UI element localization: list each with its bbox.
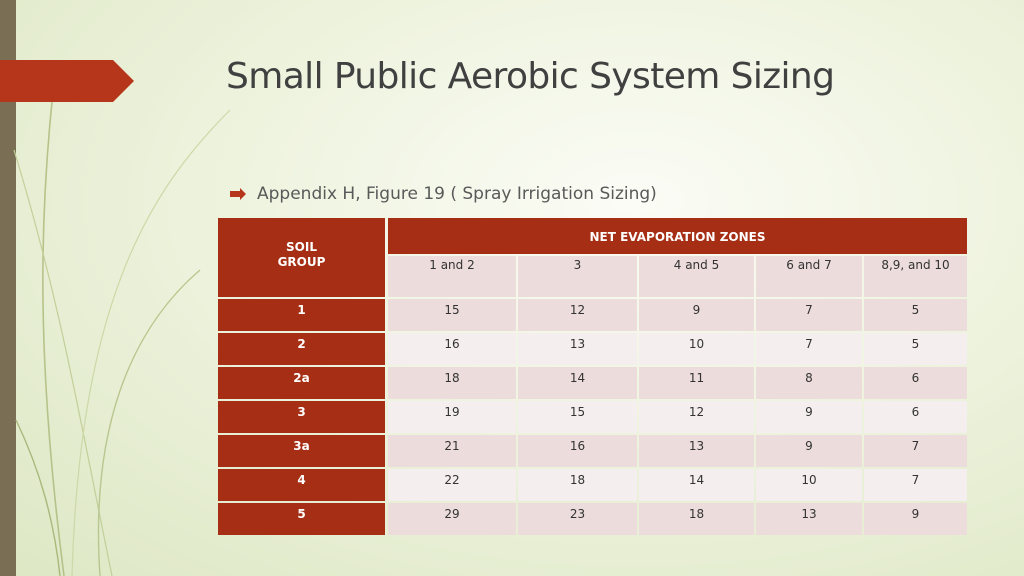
table-cell: 19 xyxy=(388,401,516,433)
table-cell: 9 xyxy=(864,503,967,535)
column-header-4: 6 and 7 xyxy=(756,256,862,297)
table-cell: 9 xyxy=(639,299,754,331)
table-cell: 7 xyxy=(864,469,967,501)
table-cell: 14 xyxy=(639,469,754,501)
table-cell: 13 xyxy=(639,435,754,467)
table-cell: 13 xyxy=(518,333,637,365)
soil-group-label: 2a xyxy=(218,367,385,399)
table-cell: 18 xyxy=(518,469,637,501)
decorative-swirl-lines xyxy=(13,101,231,576)
column-header-1: 1 and 2 xyxy=(388,256,516,297)
table-cell: 7 xyxy=(756,299,862,331)
slide-title: Small Public Aerobic System Sizing xyxy=(226,56,835,97)
sizing-table: SOIL GROUP NET EVAPORATION ZONES 1 and 2… xyxy=(218,218,967,536)
column-header-5: 8,9, and 10 xyxy=(864,256,967,297)
table-cell: 11 xyxy=(639,367,754,399)
left-accent-bar xyxy=(0,0,16,576)
table-cell: 7 xyxy=(756,333,862,365)
table-cell: 21 xyxy=(388,435,516,467)
table-cell: 10 xyxy=(639,333,754,365)
soil-header-line-1: SOIL xyxy=(286,240,317,254)
table-cell: 8 xyxy=(756,367,862,399)
soil-header-line-2: GROUP xyxy=(277,255,326,269)
table-cell: 10 xyxy=(756,469,862,501)
table-cell: 15 xyxy=(518,401,637,433)
soil-group-label: 3a xyxy=(218,435,385,467)
table-cell: 22 xyxy=(388,469,516,501)
table-cell: 5 xyxy=(864,333,967,365)
soil-group-label: 5 xyxy=(218,503,385,535)
net-evaporation-zones-header: NET EVAPORATION ZONES xyxy=(388,218,967,254)
arrow-bullet-icon xyxy=(230,188,246,200)
title-arrow-tab xyxy=(0,60,134,102)
table-cell: 23 xyxy=(518,503,637,535)
table-cell: 5 xyxy=(864,299,967,331)
table-cell: 12 xyxy=(639,401,754,433)
column-header-2: 3 xyxy=(518,256,637,297)
table-cell: 16 xyxy=(518,435,637,467)
soil-group-header: SOIL GROUP xyxy=(218,218,385,297)
column-header-3: 4 and 5 xyxy=(639,256,754,297)
table-cell: 6 xyxy=(864,401,967,433)
table-cell: 16 xyxy=(388,333,516,365)
table-cell: 18 xyxy=(639,503,754,535)
table-cell: 29 xyxy=(388,503,516,535)
table-cell: 13 xyxy=(756,503,862,535)
bullet-item: Appendix H, Figure 19 ( Spray Irrigation… xyxy=(229,184,657,204)
table-cell: 14 xyxy=(518,367,637,399)
soil-group-label: 3 xyxy=(218,401,385,433)
table-cell: 12 xyxy=(518,299,637,331)
table-cell: 15 xyxy=(388,299,516,331)
soil-group-label: 2 xyxy=(218,333,385,365)
table-cell: 6 xyxy=(864,367,967,399)
soil-group-label: 4 xyxy=(218,469,385,501)
table-cell: 7 xyxy=(864,435,967,467)
bullet-text: Appendix H, Figure 19 ( Spray Irrigation… xyxy=(257,184,657,204)
table-cell: 18 xyxy=(388,367,516,399)
table-cell: 9 xyxy=(756,435,862,467)
table-cell: 9 xyxy=(756,401,862,433)
soil-group-label: 1 xyxy=(218,299,385,331)
